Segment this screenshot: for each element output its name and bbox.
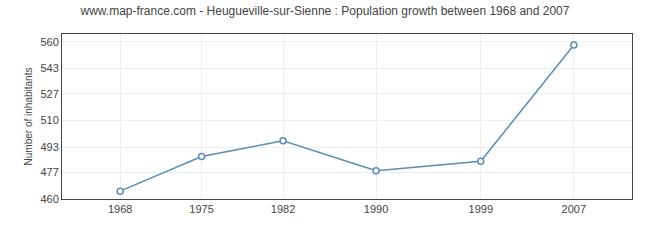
svg-text:1982: 1982: [271, 203, 295, 215]
svg-text:1968: 1968: [108, 203, 132, 215]
svg-text:1999: 1999: [469, 203, 493, 215]
svg-text:560: 560: [40, 36, 58, 48]
svg-text:www.map-france.com - Heuguevil: www.map-france.com - Heugueville-sur-Sie…: [80, 4, 570, 18]
svg-text:1975: 1975: [189, 203, 213, 215]
svg-text:460: 460: [40, 193, 58, 205]
svg-text:543: 543: [40, 62, 58, 74]
svg-text:493: 493: [40, 141, 58, 153]
svg-text:527: 527: [40, 88, 58, 100]
svg-text:Number of inhabitants: Number of inhabitants: [23, 68, 34, 166]
svg-text:1990: 1990: [364, 203, 388, 215]
svg-text:510: 510: [40, 114, 58, 126]
svg-text:477: 477: [40, 166, 58, 178]
svg-text:2007: 2007: [562, 203, 586, 215]
